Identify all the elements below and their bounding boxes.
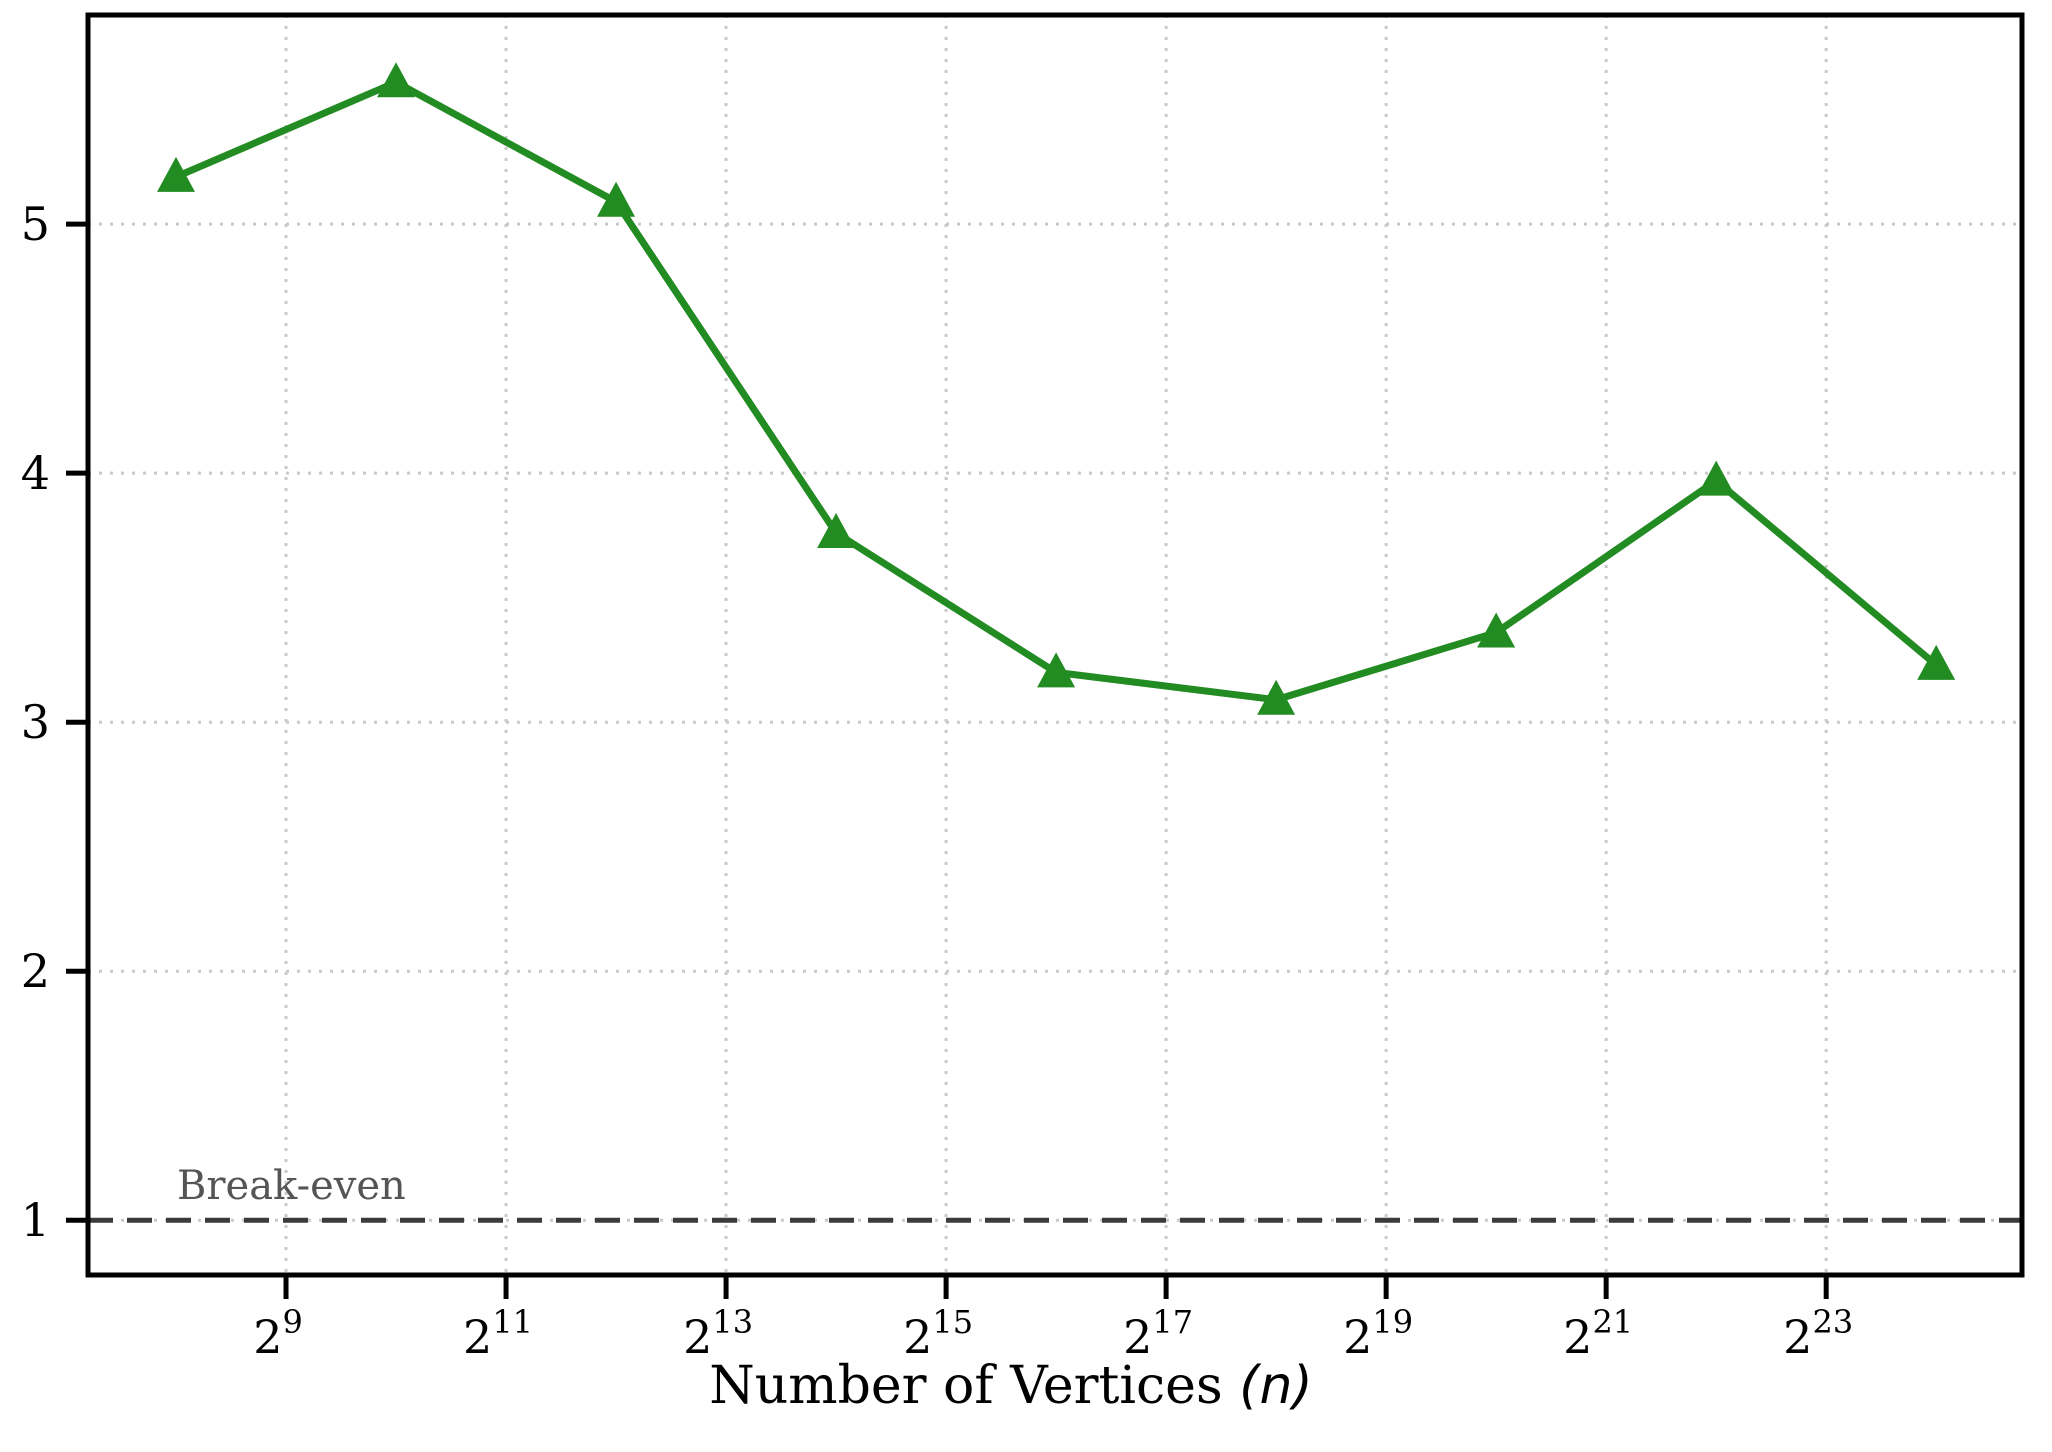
plot-border	[85, 12, 2025, 1278]
data-point-marker	[1037, 652, 1076, 688]
y-tick-label: 1	[21, 1193, 50, 1247]
series-line	[172, 78, 1940, 704]
data-point-marker	[1917, 644, 1956, 680]
x-tick-label: 219	[1343, 1303, 1413, 1364]
x-tick-label: 221	[1563, 1303, 1633, 1364]
data-point-marker	[1477, 612, 1516, 648]
x-tick-label: 213	[683, 1303, 753, 1364]
x-tick-label: 211	[463, 1303, 533, 1364]
x-axis-title-text: Number of Vertices	[709, 1356, 1223, 1416]
y-tick-label: 2	[21, 944, 50, 998]
y-tick-label: 4	[21, 446, 50, 500]
break-even-label: Break-even	[177, 1163, 406, 1209]
y-tick-label: 3	[21, 695, 50, 749]
data-point-marker	[377, 62, 416, 98]
x-axis-title-math: (n)	[1239, 1356, 1313, 1416]
data-point-marker	[597, 181, 636, 217]
data-point-marker	[817, 512, 856, 548]
data-point-marker	[1697, 460, 1736, 496]
x-tick-label: 215	[903, 1303, 973, 1364]
data-point-marker	[1257, 679, 1296, 715]
data-point-marker	[157, 156, 196, 192]
y-tick-label: 5	[21, 197, 50, 251]
x-tick-label: 217	[1123, 1303, 1193, 1364]
x-axis-title: Number of Vertices (n)	[0, 1356, 2022, 1416]
x-tick-label: 29	[253, 1303, 303, 1364]
x-tick-label: 223	[1783, 1303, 1853, 1364]
